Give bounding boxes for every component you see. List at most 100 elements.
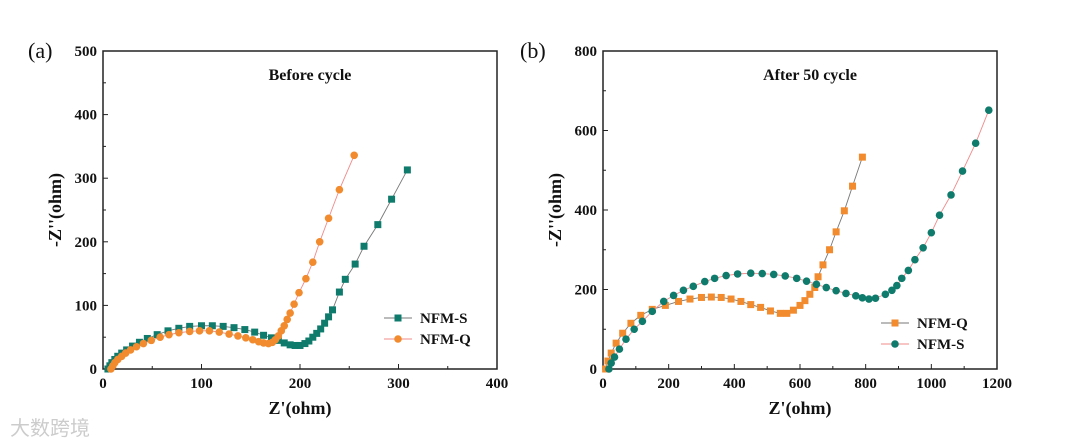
chart-0-data-point-NFM-S bbox=[230, 324, 238, 332]
chart-0-data-point-NFM-Q bbox=[290, 300, 298, 308]
chart-0-data-point-NFM-Q bbox=[309, 258, 317, 266]
chart-0-x-axis-label: Z'(ohm) bbox=[269, 398, 332, 419]
chart-1-data-point-NFM-S bbox=[722, 271, 730, 280]
chart-0-data-point-NFM-S bbox=[317, 325, 325, 333]
chart-1-data-point-NFM-S bbox=[871, 294, 880, 303]
chart-1-data-point-NFM-Q bbox=[789, 306, 797, 314]
chart-1-data-point-NFM-Q bbox=[727, 295, 735, 303]
chart-0-data-point-NFM-Q bbox=[302, 274, 310, 283]
chart-1-data-point-NFM-S bbox=[812, 280, 821, 289]
chart-0-y-tick-label: 0 bbox=[90, 362, 98, 378]
chart-1-data-point-NFM-S bbox=[958, 167, 967, 175]
chart-0-data-point-NFM-S bbox=[267, 334, 275, 342]
chart-0-legend-marker bbox=[394, 335, 402, 343]
chart-0-data-point-NFM-S bbox=[374, 221, 382, 229]
chart-1-legend-label: NFM-Q bbox=[917, 316, 968, 332]
chart-0-data-point-NFM-S bbox=[129, 342, 137, 350]
chart-0-data-point-NFM-S bbox=[153, 331, 161, 339]
chart-1-data-point-NFM-Q bbox=[747, 301, 755, 309]
chart-0-data-point-NFM-S bbox=[305, 337, 313, 345]
chart-1-x-tick-label: 600 bbox=[789, 376, 812, 392]
chart-1-data-point-NFM-S bbox=[984, 106, 993, 115]
chart-1-data-point-NFM-Q bbox=[849, 182, 857, 190]
chart-1-data-point-NFM-S bbox=[947, 191, 955, 199]
chart-0-y-tick-label: 400 bbox=[75, 108, 98, 124]
chart-1-data-point-NFM-Q bbox=[637, 311, 645, 319]
chart-0-data-point-NFM-S bbox=[251, 328, 259, 336]
chart-1-data-point-NFM-S bbox=[893, 281, 901, 290]
chart-1-x-tick-label: 200 bbox=[657, 376, 680, 392]
chart-0-data-point-NFM-Q bbox=[280, 321, 289, 330]
chart-0-data-point-NFM-S bbox=[296, 341, 304, 349]
chart-1-data-point-NFM-Q bbox=[737, 297, 745, 305]
chart-1-data-point-NFM-Q bbox=[717, 293, 725, 301]
chart-1-data-point-NFM-S bbox=[733, 270, 742, 278]
chart-1-data-point-NFM-S bbox=[888, 286, 896, 295]
chart-1-data-point-NFM-S bbox=[792, 274, 801, 283]
chart-0-data-point-NFM-Q bbox=[286, 309, 294, 317]
chart-1-data-point-NFM-Q bbox=[826, 246, 834, 254]
chart-0-legend-label: NFM-S bbox=[420, 311, 468, 327]
chart-1-data-point-NFM-S bbox=[669, 291, 678, 300]
chart-1-title: After 50 cycle bbox=[763, 67, 857, 84]
chart-1-data-point-NFM-Q bbox=[801, 297, 809, 305]
chart-1-y-tick-label: 800 bbox=[575, 44, 598, 60]
chart-0-y-tick-label: 500 bbox=[75, 44, 98, 60]
chart-1-legend-marker bbox=[891, 319, 899, 327]
chart-0-data-point-NFM-Q bbox=[324, 214, 333, 223]
chart-0-data-point-NFM-S bbox=[286, 341, 294, 349]
chart-0-data-point-NFM-Q bbox=[126, 346, 135, 354]
chart-0-data-point-NFM-S bbox=[388, 195, 396, 203]
chart-1-data-point-NFM-S bbox=[700, 277, 709, 286]
chart-0-x-tick-label: 400 bbox=[486, 376, 509, 392]
chart-1-data-point-NFM-S bbox=[781, 272, 790, 280]
chart-0-data-point-NFM-S bbox=[175, 324, 183, 332]
chart-1-data-point-NFM-Q bbox=[627, 319, 635, 327]
chart-1-data-point-NFM-Q bbox=[686, 295, 694, 303]
chart-1-x-tick-label: 0 bbox=[599, 376, 607, 392]
chart-0-x-tick-label: 100 bbox=[190, 376, 213, 392]
chart-0-data-point-NFM-S bbox=[309, 333, 317, 341]
chart-0-data-point-NFM-Q bbox=[248, 335, 257, 344]
chart-1-y-tick-label: 400 bbox=[575, 203, 598, 219]
chart-1-data-point-NFM-S bbox=[897, 274, 906, 283]
chart-0-data-point-NFM-S bbox=[241, 326, 249, 334]
chart-0-y-tick-label: 300 bbox=[75, 171, 98, 187]
chart-1-data-point-NFM-Q bbox=[783, 309, 791, 317]
chart-0-data-point-NFM-S bbox=[403, 166, 411, 174]
chart-1-data-point-NFM-S bbox=[802, 277, 811, 285]
chart-1-data-point-NFM-S bbox=[769, 270, 778, 279]
chart-0-data-point-NFM-S bbox=[360, 242, 368, 250]
chart-0-data-point-NFM-Q bbox=[335, 185, 344, 194]
chart-0-data-point-NFM-Q bbox=[315, 238, 324, 246]
chart-0-data-point-NFM-Q bbox=[185, 327, 194, 336]
chart-0-data-point-NFM-Q bbox=[156, 333, 164, 342]
chart-1-data-point-NFM-Q bbox=[840, 207, 848, 215]
chart-0-x-tick-label: 0 bbox=[99, 376, 107, 392]
chart-0-data-point-NFM-S bbox=[143, 334, 151, 342]
chart-0-data-point-NFM-S bbox=[335, 288, 343, 296]
chart-1-data-point-NFM-Q bbox=[675, 297, 683, 305]
chart-1-data-point-NFM-S bbox=[832, 286, 840, 295]
chart-1-data-point-NFM-S bbox=[971, 139, 980, 148]
chart-1-data-point-NFM-S bbox=[865, 295, 873, 303]
chart-0-data-point-NFM-S bbox=[164, 327, 172, 335]
watermark: 大数跨境 bbox=[10, 416, 90, 440]
chart-1-data-point-NFM-S bbox=[927, 228, 936, 237]
chart-0-data-point-NFM-Q bbox=[165, 330, 173, 339]
chart-1-data-point-NFM-S bbox=[904, 266, 913, 275]
chart-0-data-point-NFM-S bbox=[135, 338, 143, 346]
chart-0-data-point-NFM-S bbox=[198, 322, 205, 330]
chart-1-panel-label: (b) bbox=[520, 38, 546, 63]
chart-1-data-point-NFM-Q bbox=[776, 309, 784, 317]
chart-1-data-point-NFM-Q bbox=[832, 228, 840, 236]
chart-0-title: Before cycle bbox=[269, 67, 352, 84]
chart-1-data-point-NFM-S bbox=[710, 274, 719, 283]
chart-1-data-point-NFM-Q bbox=[766, 307, 774, 315]
chart-1-data-point-NFM-S bbox=[758, 269, 767, 278]
chart-1-data-point-NFM-S bbox=[919, 243, 927, 252]
chart-1-y-axis-label: -Z''(ohm) bbox=[545, 173, 566, 247]
chart-0-data-point-NFM-Q bbox=[139, 339, 148, 348]
chart-0-data-point-NFM-S bbox=[341, 275, 349, 283]
chart-1-x-tick-label: 1000 bbox=[916, 376, 946, 392]
